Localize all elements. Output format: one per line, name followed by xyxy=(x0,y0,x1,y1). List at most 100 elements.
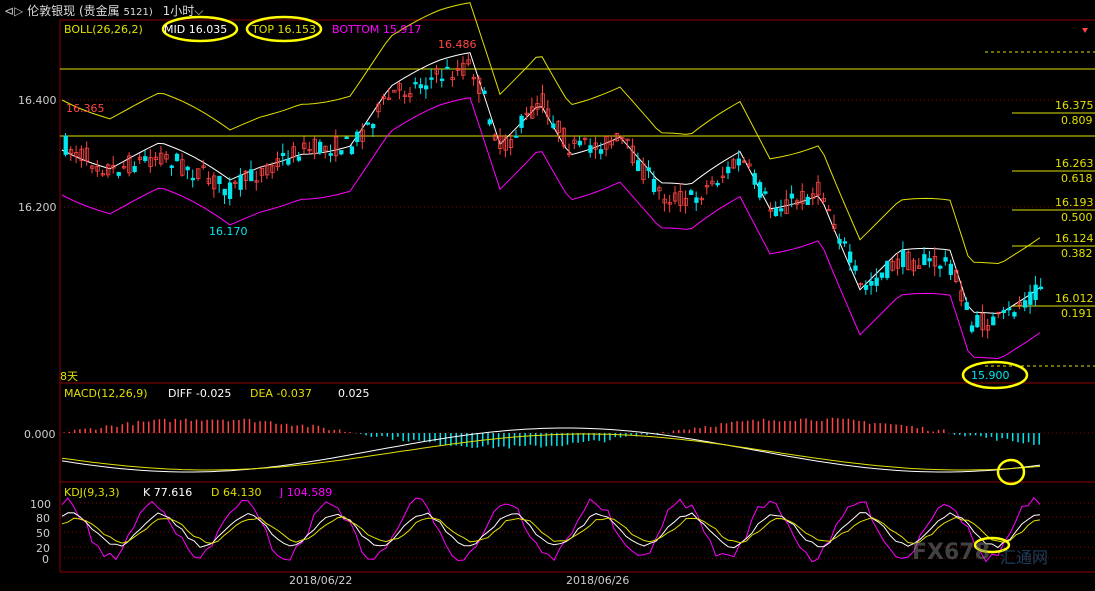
candle-body xyxy=(789,193,794,199)
candle-body xyxy=(95,165,100,172)
candle-body xyxy=(514,135,519,138)
candle-body xyxy=(344,136,349,140)
candle-body xyxy=(190,177,196,181)
candle-body xyxy=(312,138,318,155)
candle-body xyxy=(964,302,969,310)
candle-body xyxy=(519,115,524,128)
candle-body xyxy=(901,250,906,268)
candle-body xyxy=(1033,284,1038,300)
candle-body xyxy=(625,138,630,141)
candle-body xyxy=(439,78,445,81)
candle-body xyxy=(874,277,879,286)
fib-price-label: 16.193 xyxy=(1055,196,1094,209)
period-selector[interactable]: 1小时⌵ xyxy=(163,4,204,18)
price-axis-label: 16.200 xyxy=(18,201,57,214)
candle-body xyxy=(296,156,302,161)
macd-diff-line xyxy=(61,427,1041,473)
boll-top-value: TOP 16.153 xyxy=(252,23,316,36)
kdj-axis-label: 0 xyxy=(42,553,49,566)
candle-body xyxy=(174,153,180,162)
candle-body xyxy=(731,159,736,169)
fib-ratio-label: 0.500 xyxy=(1061,211,1093,224)
low-annotation-left: 16.170 xyxy=(209,225,248,238)
candle-body xyxy=(302,142,307,150)
candle-body xyxy=(577,140,582,146)
candle-body xyxy=(286,158,291,165)
highlight-ellipse xyxy=(161,15,239,43)
candle-body xyxy=(821,197,826,203)
candle-body xyxy=(386,97,392,100)
macd-dea-line xyxy=(61,433,1041,471)
kdj-indicator-label[interactable]: KDJ(9,3,3) xyxy=(64,486,120,499)
candle-body xyxy=(450,76,455,81)
candle-body xyxy=(922,254,927,265)
fib-price-label: 16.124 xyxy=(1055,232,1094,245)
macd-diff-value: DIFF -0.025 xyxy=(168,387,232,400)
candle-body xyxy=(381,96,386,99)
candle-body xyxy=(773,207,779,217)
candle-body xyxy=(768,209,773,212)
candle-body xyxy=(291,146,296,158)
candle-body xyxy=(1001,310,1006,313)
candle-body xyxy=(148,157,153,167)
watermark-logo: FX678 xyxy=(912,540,990,565)
candle-body xyxy=(683,197,688,206)
candle-body xyxy=(800,191,805,204)
candle-body xyxy=(757,182,763,198)
candle-body xyxy=(1007,308,1012,311)
back-forward-icon[interactable]: ⊲▷ xyxy=(4,4,24,18)
candle-body xyxy=(323,145,328,152)
candle-body xyxy=(885,261,890,279)
candle-body xyxy=(545,108,551,118)
candle-body xyxy=(270,165,275,173)
highlight-ellipse xyxy=(245,15,323,43)
candle-body xyxy=(742,160,747,163)
low-annotation-recent: 15.900 xyxy=(971,369,1010,382)
instrument-title: 伦敦银现 (贵金属 xyxy=(27,4,120,18)
candle-body xyxy=(969,325,975,332)
kdj-axis-label: 50 xyxy=(36,527,50,540)
candle-body xyxy=(370,124,376,129)
fib-ratio-label: 0.809 xyxy=(1061,114,1093,127)
candle-body xyxy=(704,185,710,188)
candle-body xyxy=(911,260,916,272)
candle-body xyxy=(895,258,900,269)
candle-body xyxy=(598,149,604,154)
candle-body xyxy=(392,89,397,93)
candle-body xyxy=(816,181,821,196)
candle-body xyxy=(826,208,832,212)
candle-body xyxy=(132,166,137,173)
candle-body xyxy=(376,103,381,113)
instrument-code: 5121) xyxy=(123,7,153,18)
candle-body xyxy=(636,160,641,172)
candle-body xyxy=(185,166,190,171)
boll-indicator-label[interactable]: BOLL(26,26,2) xyxy=(64,23,143,36)
kdj-d-value: D 64.130 xyxy=(211,486,262,499)
candle-body xyxy=(842,241,847,244)
candle-body xyxy=(264,164,270,176)
window-header: ⊲▷ 伦敦银现 (贵金属 5121) 1小时⌵ xyxy=(4,2,203,19)
candle-body xyxy=(434,68,439,75)
candle-body xyxy=(408,93,413,98)
candle-body xyxy=(196,168,201,179)
candle-body xyxy=(747,163,752,167)
high-annotation-left: 16.365 xyxy=(66,102,105,115)
date-label: 2018/06/26 xyxy=(566,574,630,587)
candle-body xyxy=(651,178,657,192)
candle-body xyxy=(699,197,704,201)
candle-body xyxy=(328,153,333,156)
candle-body xyxy=(127,155,132,174)
candle-body xyxy=(556,120,561,133)
candle-body xyxy=(445,66,450,70)
candle-body xyxy=(333,136,339,157)
macd-indicator-label[interactable]: MACD(12,26,9) xyxy=(64,387,148,400)
kdj-j-value: J 104.589 xyxy=(280,486,333,499)
candle-body xyxy=(355,131,360,143)
candle-body xyxy=(673,192,678,202)
candle-body xyxy=(180,159,185,176)
candle-body xyxy=(90,165,95,169)
kdj-axis-label: 20 xyxy=(36,542,50,555)
candle-body xyxy=(217,175,222,185)
candle-body xyxy=(694,197,699,203)
